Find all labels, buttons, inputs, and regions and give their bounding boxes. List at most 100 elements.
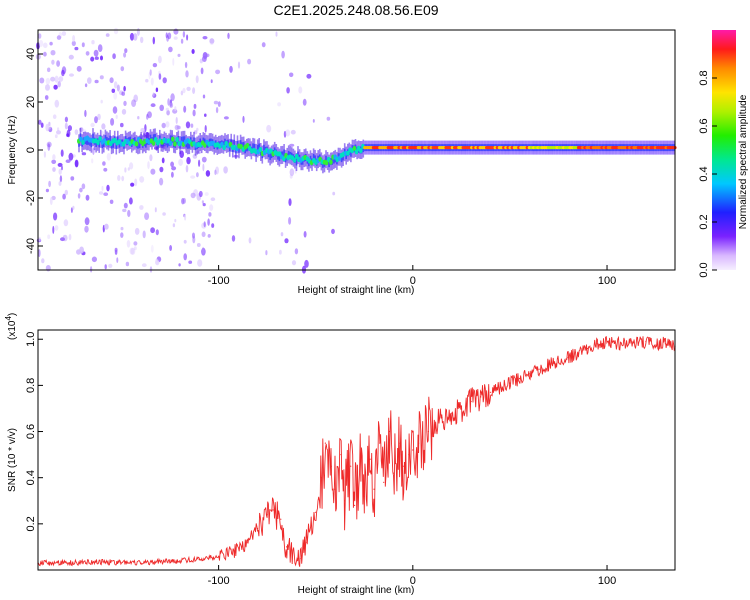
heatmap-noise-point bbox=[190, 175, 196, 179]
colorbar-tick-label: 0.0 bbox=[698, 262, 710, 277]
heatmap-y-tick-label: 40 bbox=[25, 48, 37, 60]
heatmap-noise-point bbox=[56, 130, 61, 135]
heatmap-noise-point bbox=[298, 86, 303, 94]
heatmap-noise-point bbox=[81, 42, 85, 48]
snr-data-point bbox=[418, 442, 420, 444]
heatmap-noise-point bbox=[104, 223, 109, 230]
ridge-band bbox=[193, 137, 195, 145]
heatmap-noise-point bbox=[94, 116, 98, 124]
heatmap-noise-point bbox=[110, 118, 115, 126]
heatmap-noise-point bbox=[116, 257, 119, 263]
ridge-band bbox=[149, 134, 152, 142]
ridge-band bbox=[199, 138, 201, 146]
heatmap-noise-point bbox=[112, 106, 118, 114]
heatmap-noise-point bbox=[198, 159, 201, 167]
ridge-band bbox=[166, 140, 169, 148]
heatmap-noise-point bbox=[79, 187, 83, 193]
heatmap-noise-point bbox=[202, 94, 206, 99]
heatmap-noise-point bbox=[69, 73, 74, 77]
snr-data-point bbox=[606, 340, 608, 343]
heatmap-noise-point bbox=[159, 177, 164, 186]
heatmap-x-tick-label: 100 bbox=[598, 275, 616, 287]
heatmap-noise-point bbox=[167, 98, 170, 106]
snr-data-point bbox=[499, 387, 501, 389]
ridge-band bbox=[86, 137, 88, 145]
heatmap-noise-point bbox=[49, 197, 53, 205]
snr-x-label: Height of straight line (km) bbox=[298, 585, 415, 596]
heatmap-noise-point bbox=[288, 217, 292, 225]
heatmap-noise-point bbox=[202, 36, 208, 40]
ridge-band bbox=[204, 138, 206, 146]
ridge-band bbox=[342, 153, 344, 161]
heatmap-noise-point bbox=[158, 55, 162, 64]
heatmap-noise-point bbox=[159, 104, 164, 112]
heatmap-noise-point bbox=[183, 253, 187, 261]
snr-frame bbox=[37, 329, 676, 571]
heatmap-noise-point bbox=[124, 167, 127, 173]
ridge-core bbox=[173, 141, 177, 147]
ridge-band bbox=[180, 136, 183, 144]
heatmap-noise-point bbox=[102, 161, 106, 166]
ridge-band bbox=[239, 140, 242, 148]
ridge-band bbox=[228, 144, 231, 152]
heatmap-noise-point bbox=[201, 156, 207, 163]
ridge-band bbox=[301, 157, 304, 165]
snr-data-point bbox=[198, 559, 200, 561]
snr-data-point bbox=[218, 555, 220, 557]
heatmap-noise-point bbox=[199, 58, 203, 64]
heatmap-noise-point bbox=[202, 55, 207, 63]
ridge-band bbox=[152, 134, 155, 142]
heatmap-noise-point bbox=[62, 193, 66, 200]
snr-y-label: SNR (10 * v/v) bbox=[7, 428, 18, 492]
heatmap-noise-point bbox=[180, 38, 184, 44]
snr-data-point bbox=[320, 477, 323, 479]
heatmap-noise-point bbox=[116, 84, 120, 92]
heatmap-noise-point bbox=[84, 83, 88, 88]
heatmap-noise-point bbox=[204, 192, 209, 196]
snr-data-point bbox=[359, 454, 361, 456]
heatmap-noise-point bbox=[289, 168, 295, 177]
heatmap-noise-point bbox=[190, 192, 196, 199]
heatmap-noise-point bbox=[185, 121, 191, 129]
heatmap-noise-point bbox=[62, 234, 68, 242]
heatmap-noise-point bbox=[109, 199, 114, 204]
colorbar-tick-label: 0.2 bbox=[698, 214, 710, 229]
snr-data-point bbox=[247, 541, 249, 543]
heatmap-noise-point bbox=[64, 122, 68, 130]
heatmap-noise-point bbox=[210, 197, 216, 201]
heatmap-noise-point bbox=[121, 175, 125, 182]
heatmap-noise-point bbox=[94, 79, 99, 84]
ridge-core bbox=[96, 139, 100, 146]
heatmap-noise-point bbox=[54, 225, 59, 231]
heatmap-noise-point bbox=[188, 260, 193, 264]
heatmap-noise-point bbox=[231, 235, 236, 242]
snr-data-point bbox=[299, 557, 301, 560]
snr-data-point bbox=[383, 481, 385, 483]
heatmap-noise-point bbox=[45, 77, 51, 85]
snr-exponent-label: (x104) bbox=[4, 313, 18, 340]
heatmap-noise-point bbox=[60, 237, 65, 242]
heatmap-noise-point bbox=[38, 249, 41, 258]
heatmap-noise-point bbox=[209, 204, 214, 212]
colorbar-tick-label: 0.8 bbox=[698, 70, 710, 85]
snr-data-point bbox=[528, 373, 530, 375]
heatmap-noise-point bbox=[291, 260, 297, 266]
heatmap-noise-point bbox=[261, 42, 266, 48]
snr-data-point bbox=[340, 454, 342, 456]
heatmap-noise-point bbox=[129, 247, 135, 255]
heatmap-noise-point bbox=[248, 237, 252, 244]
ridge-band bbox=[115, 142, 118, 149]
heatmap-noise-point bbox=[207, 218, 210, 226]
heatmap-noise-point bbox=[54, 134, 58, 139]
snr-data-point bbox=[315, 511, 317, 513]
snr-data-point bbox=[460, 407, 462, 410]
heatmap-noise-point bbox=[201, 200, 204, 204]
heatmap-noise-point bbox=[202, 203, 206, 207]
snr-data-point bbox=[363, 495, 365, 497]
snr-data-point bbox=[645, 340, 647, 343]
ridge-band bbox=[333, 156, 335, 164]
snr-data-point bbox=[280, 518, 282, 520]
heatmap-noise-point bbox=[182, 31, 186, 38]
heatmap-noise-point bbox=[171, 166, 177, 171]
heatmap-noise-point bbox=[186, 34, 189, 41]
